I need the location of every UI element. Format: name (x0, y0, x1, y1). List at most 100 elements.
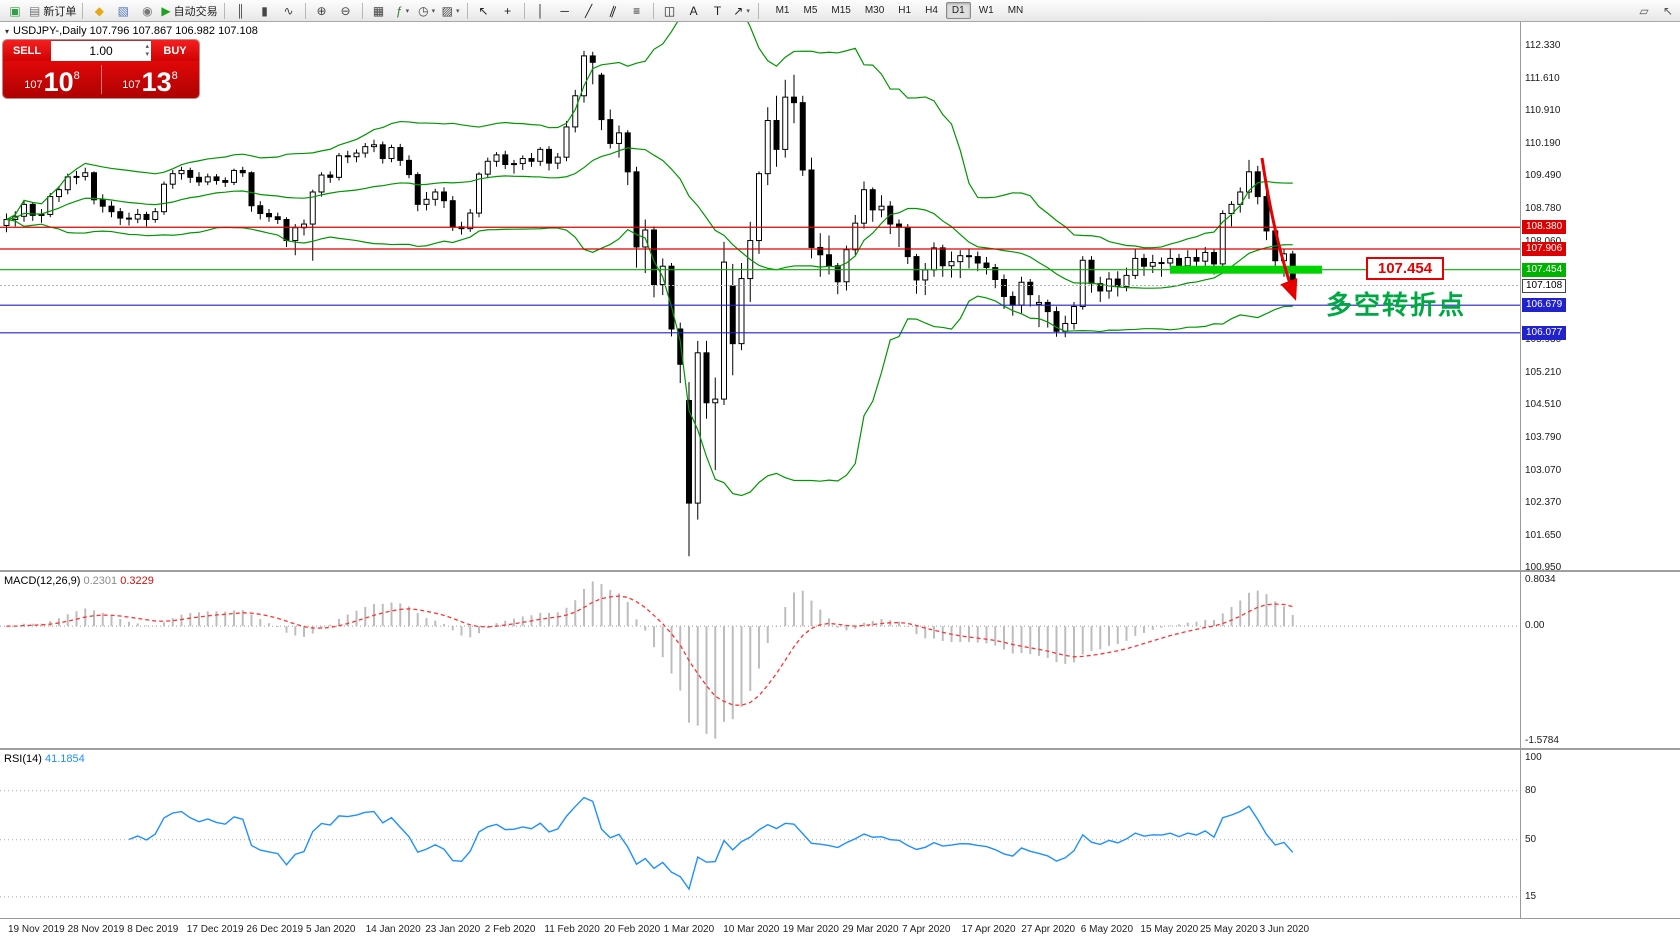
rsi-name: RSI(14) (4, 753, 42, 765)
text-label-icon-glyph: T (713, 3, 722, 18)
cursor-icon-glyph: ↖ (478, 3, 489, 18)
line-chart-icon[interactable]: ∿ (277, 2, 301, 20)
pointer-tool-icon[interactable]: ↖ (1662, 3, 1674, 18)
indicators-icon-glyph: ƒ (395, 3, 403, 18)
alerts-icon-glyph: ◉ (142, 3, 153, 18)
price-tick: 109.490 (1525, 170, 1562, 182)
price-tick: 103.070 (1525, 464, 1562, 476)
price-line-label: 108.380 (1522, 220, 1567, 235)
price-line-label: 106.679 (1522, 298, 1567, 313)
buy-price[interactable]: 107 13 8 (101, 61, 199, 98)
cursor-icon[interactable]: ↖ (472, 2, 496, 20)
date-label: 25 May 2020 (1200, 924, 1258, 935)
volume-value: 1.00 (89, 44, 113, 58)
timeframe-h1[interactable]: H1 (898, 5, 912, 16)
templates-icon-glyph: ▨ (441, 3, 453, 18)
date-label: 28 Nov 2019 (67, 924, 125, 935)
date-label: 20 Feb 2020 (604, 924, 661, 935)
templates-icon[interactable]: ▨ ▾ (439, 2, 463, 20)
timeframe-m30[interactable]: M30 (864, 5, 885, 16)
rsi-axis-label: 15 (1525, 890, 1537, 902)
alerts-icon[interactable]: ◉ (135, 2, 159, 20)
channel-icon[interactable]: ∥ (601, 2, 625, 20)
buy-button[interactable]: BUY (151, 40, 199, 61)
volume-spinner[interactable]: ▴ ▾ (145, 43, 149, 59)
date-label: 19 Nov 2019 (8, 924, 65, 935)
timeframe-m5[interactable]: M5 (803, 5, 818, 16)
window-separator-rsi[interactable] (0, 748, 1680, 751)
window-separator-macd[interactable] (0, 570, 1680, 573)
price-axis-border (1520, 22, 1521, 918)
zoom-out-icon-glyph: ⊖ (340, 3, 351, 18)
date-axis[interactable]: 19 Nov 2019 28 Nov 2019 8 Dec 2019 17 Dec 2… (0, 918, 1680, 945)
date-label: 15 May 2020 (1140, 924, 1199, 935)
horizontal-line-icon[interactable]: ─ (553, 2, 577, 20)
price-tick: 107.350 (1525, 268, 1562, 280)
candlestick-icon-glyph: ▮ (261, 3, 268, 18)
macd-canvas[interactable] (0, 572, 1520, 748)
horizontal-line-icon-glyph: ─ (560, 3, 569, 18)
rsi-value: 41.1854 (44, 753, 85, 765)
chart-comment-icon[interactable]: ▱ (1639, 3, 1649, 18)
trendline-icon[interactable]: ╱ (577, 2, 601, 20)
date-label: 26 Dec 2019 (246, 924, 304, 935)
timeframe-mn[interactable]: MN (1007, 5, 1024, 16)
tile-windows-icon[interactable]: ▦ (367, 2, 391, 20)
rsi-indicator-label: RSI(14) 41.1854 (4, 753, 85, 765)
timeframe-bar: M1 M5 M15 M30 H1 H4 D1 W1 MN (769, 2, 1031, 19)
shapes-icon-glyph: ◫ (663, 3, 676, 18)
periods-icon[interactable]: ◷ ▾ (415, 2, 439, 20)
main-chart-canvas[interactable] (0, 22, 1520, 570)
rsi-canvas[interactable] (0, 750, 1520, 918)
symbol-ohlc-text: USDJPY-,Daily 107.796 107.867 106.982 10… (13, 25, 258, 37)
timeframe-d1[interactable]: D1 (945, 2, 971, 19)
date-label: 11 Feb 2020 (544, 924, 600, 935)
shapes-icon[interactable]: ◫ (658, 2, 682, 20)
indicators-icon[interactable]: ƒ ▾ (391, 2, 415, 20)
timeframe-m1[interactable]: M1 (775, 5, 790, 16)
metaeditor-icon[interactable]: ◆ (87, 2, 111, 20)
rsi-axis-label: 50 (1525, 833, 1537, 845)
price-divider (101, 65, 102, 94)
rsi-axis-label: 100 (1525, 752, 1542, 764)
volume-down-icon[interactable]: ▾ (145, 51, 149, 58)
terminal-icon-glyph: ▣ (9, 3, 21, 18)
date-label: 1 Mar 2020 (663, 924, 715, 935)
sell-button[interactable]: SELL (3, 40, 51, 61)
timeframe-m15[interactable]: M15 (831, 5, 851, 16)
timeframe-h4[interactable]: H4 (925, 5, 938, 16)
macd-name: MACD(12,26,9) (4, 575, 81, 587)
arrows-icon[interactable]: ↗ ▾ (730, 2, 754, 20)
price-tick: 103.790 (1525, 431, 1562, 443)
volume-up-icon[interactable]: ▴ (145, 43, 149, 50)
price-tick: 105.930 (1525, 333, 1562, 345)
sell-price[interactable]: 107 10 8 (3, 61, 101, 98)
price-line-label: 106.077 (1522, 325, 1567, 340)
timeframe-w1[interactable]: W1 (978, 5, 994, 16)
bar-chart-icon[interactable]: ║ (229, 2, 253, 20)
turning-point-label[interactable]: 多空转折点 (1326, 290, 1467, 320)
price-callout[interactable]: 107.454 (1366, 257, 1444, 280)
vertical-line-icon[interactable]: │ (529, 2, 553, 20)
profile-icon[interactable]: ▧ (111, 2, 135, 20)
volume-input[interactable]: 1.00 ▴ ▾ (51, 40, 151, 61)
crosshair-icon[interactable]: + (496, 2, 520, 20)
text-icon[interactable]: A (682, 2, 706, 20)
zoom-in-icon[interactable]: ⊕ (310, 2, 334, 20)
sell-price-figure: 107 (24, 79, 43, 91)
metaeditor-icon-glyph: ◆ (94, 3, 104, 18)
templates-icon-caret: ▾ (455, 7, 460, 15)
buy-price-point: 8 (171, 70, 178, 82)
zoom-in-icon-glyph: ⊕ (316, 3, 327, 18)
terminal-icon[interactable]: ▣ (3, 2, 27, 20)
toolbar: ▣ ▤ 新订单 ◆ ▧ ◉ ▶ 自动交易 ║ ▮ ∿ ⊕ ⊖ ▦ ƒ ▾ ◷ ▾ ▨ ▾ ↖ + │ ─ ╱ ∥ ≡ ◫ A T ↗ ▾ M1 M… (0, 0, 1680, 22)
trade-panel-toggle-icon[interactable]: ▾ (5, 27, 10, 36)
zoom-out-icon[interactable]: ⊖ (334, 2, 358, 20)
fibonacci-icon[interactable]: ≡ (625, 2, 649, 20)
new-order-button[interactable]: ▤ 新订单 (27, 2, 78, 20)
date-label: 10 Mar 2020 (723, 924, 780, 935)
text-label-icon[interactable]: T (706, 2, 730, 20)
auto-trading-button[interactable]: ▶ 自动交易 (159, 2, 219, 20)
candlestick-icon[interactable]: ▮ (253, 2, 277, 20)
